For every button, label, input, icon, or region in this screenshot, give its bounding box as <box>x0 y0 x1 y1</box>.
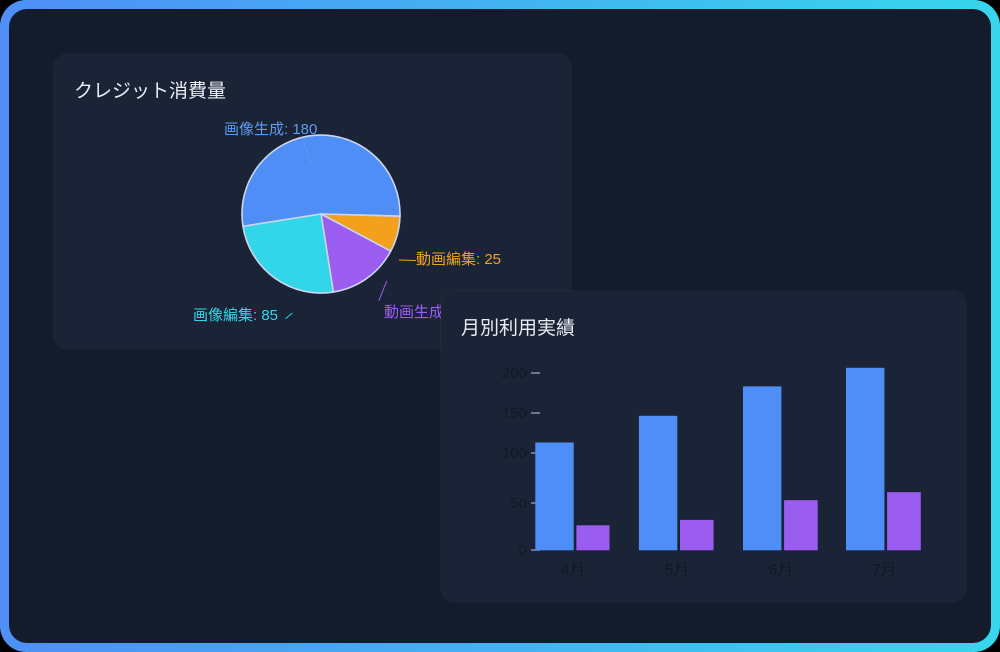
svg-text:50: 50 <box>510 495 527 512</box>
svg-text:動画編集: 25: 動画編集: 25 <box>416 251 501 268</box>
svg-text:画像編集: 85: 画像編集: 85 <box>193 307 278 324</box>
svg-text:5月: 5月 <box>665 562 690 579</box>
svg-text:画像生成: 180: 画像生成: 180 <box>224 121 317 138</box>
svg-text:7月: 7月 <box>872 562 897 579</box>
svg-text:4月: 4月 <box>561 562 586 579</box>
svg-text:100: 100 <box>502 445 527 462</box>
svg-text:0: 0 <box>519 542 527 559</box>
svg-text:150: 150 <box>502 405 527 422</box>
svg-text:200: 200 <box>502 365 527 382</box>
svg-text:6月: 6月 <box>769 562 794 579</box>
